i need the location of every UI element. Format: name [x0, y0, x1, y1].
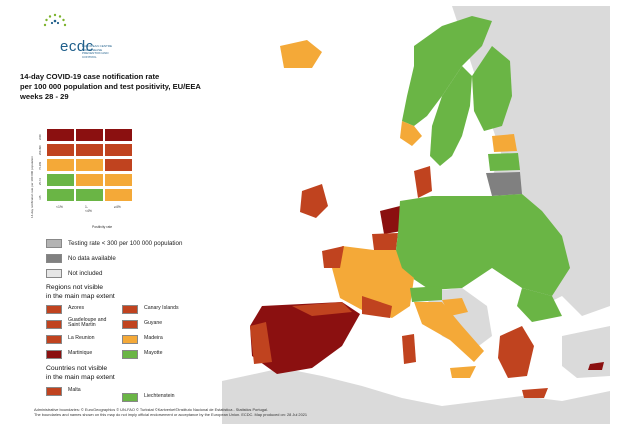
- region-cyprus: [588, 362, 604, 370]
- logo-subtitle: EUROPEAN CENTRE FOR DISEASE PREVENTION A…: [82, 44, 113, 59]
- matrix-x-tick: ≥4%: [114, 205, 121, 209]
- europe-map[interactable]: [22, 6, 610, 424]
- legend-swatch: [46, 387, 62, 396]
- region-ireland: [300, 184, 328, 218]
- footer-line-1: Administrative boundaries: © EuroGeograp…: [34, 407, 269, 412]
- legend-swatch: [46, 239, 62, 248]
- legend-swatch: [46, 269, 62, 278]
- countries-title: Countries not visible in the main map ex…: [46, 365, 115, 382]
- matrix-cell: [46, 143, 75, 157]
- regions-title: Regions not visible in the main map exte…: [46, 284, 115, 301]
- region-iceland: [280, 40, 322, 68]
- matrix-cell: [46, 128, 75, 142]
- legend-swatch: [46, 350, 62, 359]
- region-sardinia: [402, 334, 416, 364]
- region-italy: [414, 302, 484, 362]
- region-estonia: [492, 134, 517, 152]
- region-finland: [472, 46, 512, 131]
- matrix-y-tick: 200-499: [39, 145, 42, 155]
- matrix-x-tick: <1%: [56, 205, 63, 209]
- region-central-europe: [394, 194, 570, 296]
- region-sicily: [450, 366, 476, 378]
- region-label: Azores: [68, 305, 85, 311]
- region-france-south: [362, 296, 392, 318]
- map-footer: Administrative boundaries: © EuroGeograp…: [34, 407, 594, 417]
- regions-title-line-2: in the main map extent: [46, 292, 115, 300]
- matrix-y-tick: <25: [39, 195, 42, 200]
- region-denmark: [414, 166, 432, 198]
- matrix-cell: [46, 188, 75, 202]
- footer-line-2: The boundaries and names shown on this m…: [34, 412, 308, 417]
- region-alps: [410, 286, 442, 302]
- country-label: Liechtenstein: [144, 393, 175, 399]
- matrix-cell: [104, 128, 133, 142]
- legend-swatch: [122, 335, 138, 344]
- logo-name: ecdc: [60, 38, 94, 55]
- region-spain-north: [292, 302, 352, 316]
- matrix-cell: [75, 143, 104, 157]
- matrix-cell: [75, 188, 104, 202]
- region-label: La Reunion: [68, 335, 95, 341]
- region-france: [332, 246, 414, 318]
- region-crete: [522, 388, 548, 398]
- matrix-y-tick: 25-74: [39, 178, 42, 185]
- region-sweden: [430, 66, 472, 166]
- region-iberia: [250, 302, 360, 374]
- legend-label: No data available: [68, 255, 116, 262]
- region-label: Mayotte: [144, 350, 163, 356]
- matrix-cell: [75, 128, 104, 142]
- matrix-cell: [46, 173, 75, 187]
- region-lithuania: [486, 172, 522, 196]
- legend-label: Testing rate < 300 per 100 000 populatio…: [68, 240, 183, 247]
- matrix-y-axis-label: 14-day notification rate per 100 000 pop…: [30, 156, 34, 218]
- country-label: Malta: [68, 387, 81, 393]
- region-norway-south: [400, 121, 422, 146]
- map-title: 14-day COVID-19 case notification rate p…: [20, 72, 280, 102]
- legend-swatch: [122, 350, 138, 359]
- legend-swatch: [46, 254, 62, 263]
- legend-swatch: [122, 305, 138, 314]
- region-label: Guyane: [144, 320, 163, 326]
- matrix-x-tick: 1-<4%: [85, 205, 92, 213]
- matrix-cell: [46, 158, 75, 172]
- map-frame: [22, 6, 610, 424]
- region-greece: [498, 326, 534, 378]
- region-label: Canary Islands: [144, 305, 179, 311]
- region-label: Madeira: [144, 335, 163, 341]
- legend-swatch: [46, 320, 62, 329]
- region-norway: [402, 16, 492, 126]
- legend-swatch: [122, 393, 138, 402]
- region-france-west: [322, 246, 344, 268]
- title-line-3: weeks 28 - 29: [20, 92, 69, 101]
- matrix-y-tick: ≥500: [39, 134, 42, 140]
- countries-title-line-1: Countries not visible: [46, 365, 108, 372]
- matrix-cell: [104, 158, 133, 172]
- legend-swatch: [46, 335, 62, 344]
- title-line-2: per 100 000 population and test positivi…: [20, 82, 201, 91]
- legend-swatch: [46, 305, 62, 314]
- matrix-cell: [75, 158, 104, 172]
- region-romania: [517, 288, 562, 322]
- regions-title-line-1: Regions not visible: [46, 284, 104, 291]
- matrix-y-tick: 75-199: [39, 161, 42, 170]
- region-label: Guadeloupe and Saint Martin: [68, 317, 107, 329]
- legend-label: Not included: [68, 270, 103, 277]
- matrix-cell: [104, 188, 133, 202]
- matrix-x-axis-label: Positivity rate: [92, 225, 113, 229]
- matrix-cell: [104, 173, 133, 187]
- region-croatia: [442, 298, 468, 316]
- legend-swatch: [122, 320, 138, 329]
- ecdc-logo: ecdc EUROPEAN CENTRE FOR DISEASE PREVENT…: [22, 12, 112, 62]
- matrix-cell: [104, 143, 133, 157]
- region-netherlands: [380, 206, 402, 234]
- title-line-1: 14-day COVID-19 case notification rate: [20, 72, 160, 81]
- region-latvia: [488, 153, 520, 171]
- region-belgium: [372, 233, 398, 250]
- logo-stars-icon: [43, 13, 67, 27]
- non-eu-land-africa: [222, 368, 610, 424]
- matrix-cell: [75, 173, 104, 187]
- region-label: Martinique: [68, 350, 93, 356]
- region-portugal: [250, 322, 272, 364]
- countries-title-line-2: in the main map extent: [46, 373, 115, 381]
